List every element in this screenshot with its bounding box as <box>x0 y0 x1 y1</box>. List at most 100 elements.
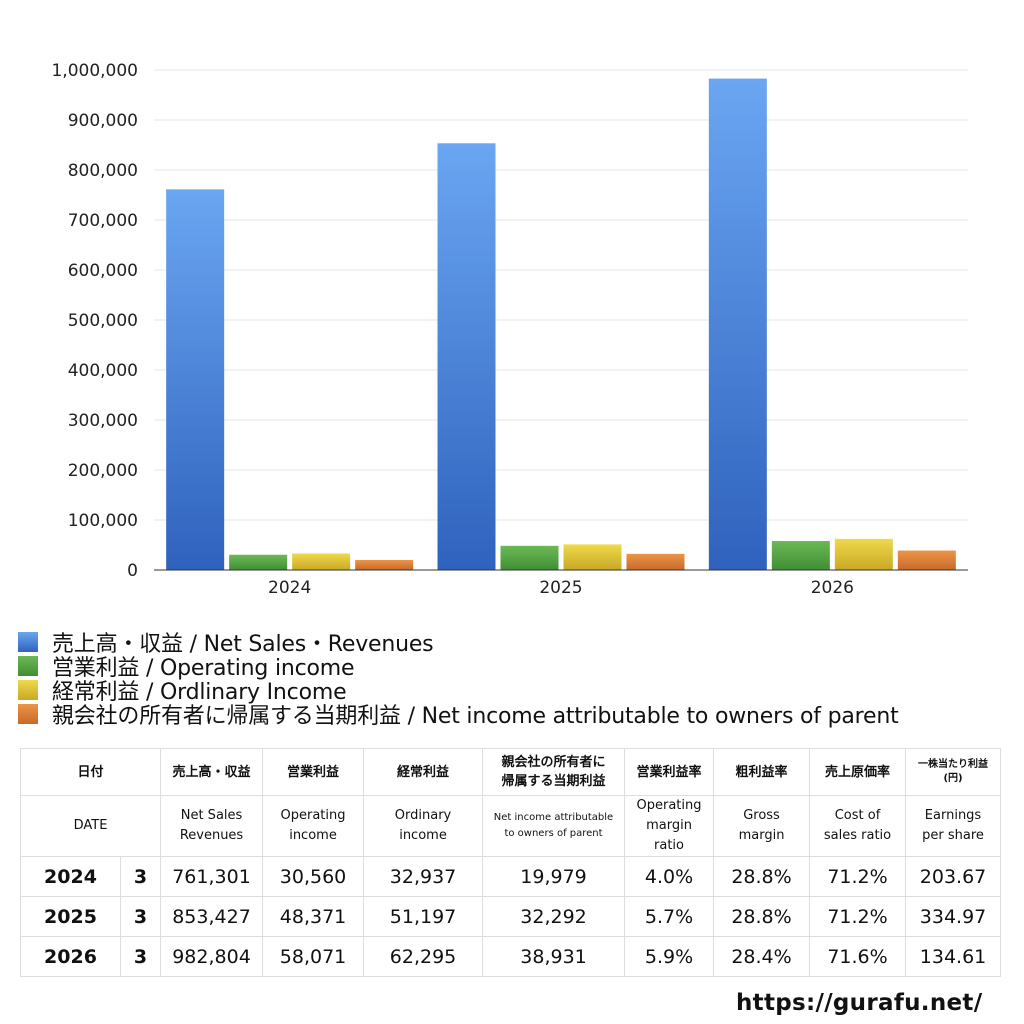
header-net-income-en-line1: Net income attributable <box>493 812 614 823</box>
row-operating-income: 58,071 <box>262 936 365 977</box>
y-tick-label: 0 <box>127 561 138 581</box>
header-gross-margin-en-line1: Gross <box>743 808 780 823</box>
row-ordinary-income: 51,197 <box>363 896 484 937</box>
row-gross-margin: 28.4% <box>713 936 811 977</box>
header-date-jp: 日付 <box>19 748 162 796</box>
y-tick-label: 300,000 <box>68 411 138 431</box>
header-operating-income-en-line1: Operating <box>280 808 346 823</box>
table-row: 2024 3 761,301 30,560 32,937 19,979 4.0%… <box>20 856 1002 897</box>
row-month: 3 <box>119 936 162 977</box>
bar-net-income-2024 <box>355 560 414 570</box>
row-gross-margin: 28.8% <box>713 856 811 897</box>
row-op-margin: 4.0% <box>624 856 715 897</box>
y-tick-label: 600,000 <box>68 261 138 281</box>
x-tick-label: 2026 <box>811 578 854 598</box>
y-tick-label: 900,000 <box>68 111 138 131</box>
bar-chart: 0 100,000 200,000 300,000 400,000 500,000 600,… <box>51 61 968 598</box>
bar-ordinary-income-2024 <box>292 553 351 570</box>
y-tick-label: 700,000 <box>68 211 138 231</box>
header-eps-en-line1: Earnings <box>924 808 982 823</box>
bar-net-sales-2025 <box>437 143 496 570</box>
table-row: 2025 3 853,427 48,371 51,197 32,292 5.7%… <box>20 896 1002 937</box>
legend-label-operating-income: 営業利益 / Operating income <box>52 656 355 681</box>
row-year: 2026 <box>20 936 121 977</box>
row-op-margin: 5.7% <box>624 896 715 937</box>
legend-label-ordinary-income: 経常利益 / Ordlinary Income <box>52 680 347 705</box>
header-op-margin-en-line3: ratio <box>654 838 684 853</box>
bar-operating-income-2024 <box>229 554 288 570</box>
x-tick-label: 2024 <box>268 578 311 598</box>
x-tick-label: 2025 <box>539 578 582 598</box>
row-net-sales: 761,301 <box>160 856 264 897</box>
header-operating-income-jp: 営業利益 <box>262 748 365 796</box>
row-net-income: 38,931 <box>482 936 626 977</box>
header-date-en: DATE <box>19 795 162 857</box>
legend: 売上高・収益 / Net Sales・Revenues 営業利益 / Opera… <box>18 630 1018 729</box>
gridlines <box>154 69 968 521</box>
bar-ordinary-income-2025 <box>563 544 622 570</box>
row-year: 2024 <box>20 856 121 897</box>
row-operating-income: 48,371 <box>262 896 365 937</box>
header-cost-ratio-en-line1: Cost of <box>834 808 881 823</box>
header-gross-margin-en-line2: margin <box>738 828 785 843</box>
row-operating-income: 30,560 <box>262 856 365 897</box>
row-year: 2025 <box>20 896 121 937</box>
row-eps: 203.67 <box>905 856 1002 897</box>
row-ordinary-income: 32,937 <box>363 856 484 897</box>
y-axis-ticks: 0 100,000 200,000 300,000 400,000 500,000 600,… <box>51 61 138 581</box>
y-tick-label: 500,000 <box>68 311 138 331</box>
row-net-sales: 853,427 <box>160 896 264 937</box>
header-eps-jp-line1: 一株当たり利益 <box>918 759 989 770</box>
legend-swatch-net-sales <box>18 632 38 652</box>
header-ordinary-income-en: Ordinary income <box>363 795 484 857</box>
header-cost-ratio-en: Cost of sales ratio <box>809 795 907 857</box>
header-net-income-jp-line1: 親会社の所有者に <box>501 755 606 770</box>
y-tick-label: 400,000 <box>68 361 138 381</box>
header-op-margin-en-line1: Operating <box>636 798 702 813</box>
header-cost-ratio-jp: 売上原価率 <box>809 748 907 796</box>
bar-net-income-2026 <box>897 550 956 570</box>
header-net-sales-jp: 売上高・収益 <box>160 748 264 796</box>
row-net-sales: 982,804 <box>160 936 264 977</box>
row-op-margin: 5.9% <box>624 936 715 977</box>
bar-ordinary-income-2026 <box>834 538 893 570</box>
header-net-income-jp-line2: 帰属する当期利益 <box>501 774 606 789</box>
header-gross-margin-jp: 粗利益率 <box>713 748 811 796</box>
row-net-income: 32,292 <box>482 896 626 937</box>
y-tick-label: 100,000 <box>68 511 138 531</box>
site-url-link[interactable]: https://gurafu.net/ <box>736 990 983 1016</box>
header-net-income-en: Net income attributable to owners of pare… <box>482 795 626 857</box>
row-month: 3 <box>119 856 162 897</box>
header-eps-jp-line2: (円) <box>943 773 963 784</box>
y-tick-label: 800,000 <box>68 161 138 181</box>
row-net-income: 19,979 <box>482 856 626 897</box>
header-gross-margin-en: Gross margin <box>713 795 811 857</box>
legend-item-ordinary-income: 経常利益 / Ordlinary Income <box>18 678 1018 705</box>
table-header-en: DATE Net Sales Revenues Operating income O… <box>19 795 1002 857</box>
header-op-margin-en-line2: margin <box>646 818 692 833</box>
row-eps: 334.97 <box>905 896 1002 937</box>
header-operating-income-en: Operating income <box>262 795 365 857</box>
header-net-income-en-line2: to owners of parent <box>504 828 603 839</box>
y-tick-label: 1,000,000 <box>51 61 138 81</box>
y-tick-label: 200,000 <box>68 461 138 481</box>
header-op-margin-en: Operating margin ratio <box>624 795 715 857</box>
legend-item-net-sales: 売上高・収益 / Net Sales・Revenues <box>18 630 1018 657</box>
header-net-sales-en-line2: Revenues <box>179 828 244 843</box>
header-op-margin-jp: 営業利益率 <box>624 748 715 796</box>
x-axis-ticks: 2024 2025 2026 <box>268 578 854 598</box>
financial-table: 日付 売上高・収益 営業利益 経常利益 親会社の所有者に 帰属する当期利益 営業利… <box>19 748 1002 977</box>
header-ordinary-income-en-line2: income <box>399 828 447 843</box>
header-net-sales-en-line1: Net Sales <box>180 808 243 823</box>
header-operating-income-en-line2: income <box>289 828 337 843</box>
header-eps-jp: 一株当たり利益 (円) <box>905 748 1002 796</box>
header-net-sales-en: Net Sales Revenues <box>160 795 264 857</box>
row-cost-ratio: 71.2% <box>809 896 907 937</box>
bar-operating-income-2026 <box>771 540 830 570</box>
bars <box>166 78 956 571</box>
bar-net-income-2025 <box>626 553 685 570</box>
bar-net-sales-2024 <box>166 189 225 571</box>
row-ordinary-income: 62,295 <box>363 936 484 977</box>
row-gross-margin: 28.8% <box>713 896 811 937</box>
row-eps: 134.61 <box>905 936 1002 977</box>
